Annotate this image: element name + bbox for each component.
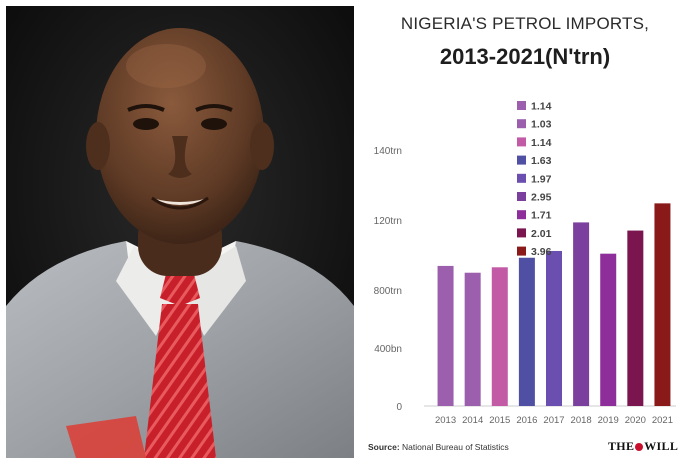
brand-left: THE [608, 439, 635, 453]
x-tick-label: 2020 [625, 415, 646, 426]
bar-2016 [518, 257, 535, 406]
legend-swatch [517, 173, 526, 183]
legend-swatch [517, 246, 526, 256]
portrait-illustration [6, 6, 354, 458]
legend-swatch [517, 192, 526, 201]
legend-swatch [517, 228, 526, 238]
legend-swatch [517, 119, 526, 129]
legend-swatch [517, 210, 526, 220]
x-tick-label: 2016 [516, 415, 537, 426]
y-tick-label: 400bn [374, 344, 402, 355]
x-tick-label: 2017 [543, 415, 564, 426]
legend-label: 2.01 [531, 228, 552, 240]
source-note: Source: National Bureau of Statistics [368, 442, 509, 452]
bar-2015 [491, 267, 508, 406]
x-tick-label: 2021 [652, 415, 673, 426]
legend-label: 1.71 [531, 210, 552, 222]
y-tick-label: 800trn [374, 286, 402, 297]
bar-2017 [546, 250, 562, 406]
bar-chart: 0 400bn 800trn 120trn 140trn 2013 2014 2015 2016… [374, 101, 676, 426]
portrait-photo [6, 6, 354, 458]
legend-label: 1.63 [531, 155, 552, 167]
source-text: National Bureau of Statistics [402, 442, 509, 452]
bar-2020 [627, 230, 644, 406]
bar-2014 [464, 272, 481, 406]
y-tick-label: 0 [396, 402, 402, 413]
bar-2018 [573, 222, 590, 406]
legend-label: 2.95 [531, 192, 552, 204]
brand-right: WILL [644, 439, 679, 453]
legend-label: 3.96 [531, 246, 552, 258]
legend-swatch [517, 137, 526, 147]
legend-label: 1.03 [531, 119, 552, 131]
x-tick-label: 2015 [489, 415, 510, 426]
y-tick-label: 140trn [374, 146, 402, 157]
legend-swatch [517, 101, 526, 110]
brand-dot-icon [635, 443, 644, 452]
y-tick-label: 120trn [374, 216, 402, 227]
bar-2021 [654, 203, 671, 406]
brand-logo: THE WILL [608, 439, 678, 454]
x-tick-label: 2014 [462, 415, 483, 426]
legend-label: 1.14 [531, 101, 552, 113]
chart-panel: NIGERIA'S PETROL IMPORTS, 2013-2021(N'tr… [354, 0, 696, 464]
chart-title: NIGERIA'S PETROL IMPORTS, [400, 14, 650, 33]
legend-swatch [517, 155, 526, 165]
chart-subtitle: 2013-2021(N'trn) [439, 44, 611, 69]
legend-label: 1.97 [531, 173, 552, 185]
x-tick-label: 2013 [435, 415, 456, 426]
source-label: Source: [368, 442, 400, 452]
x-tick-label: 2018 [571, 415, 592, 426]
legend-label: 1.14 [531, 137, 552, 149]
x-tick-label: 2019 [598, 415, 619, 426]
bar-2013 [437, 265, 454, 406]
bar-2019 [600, 253, 617, 406]
